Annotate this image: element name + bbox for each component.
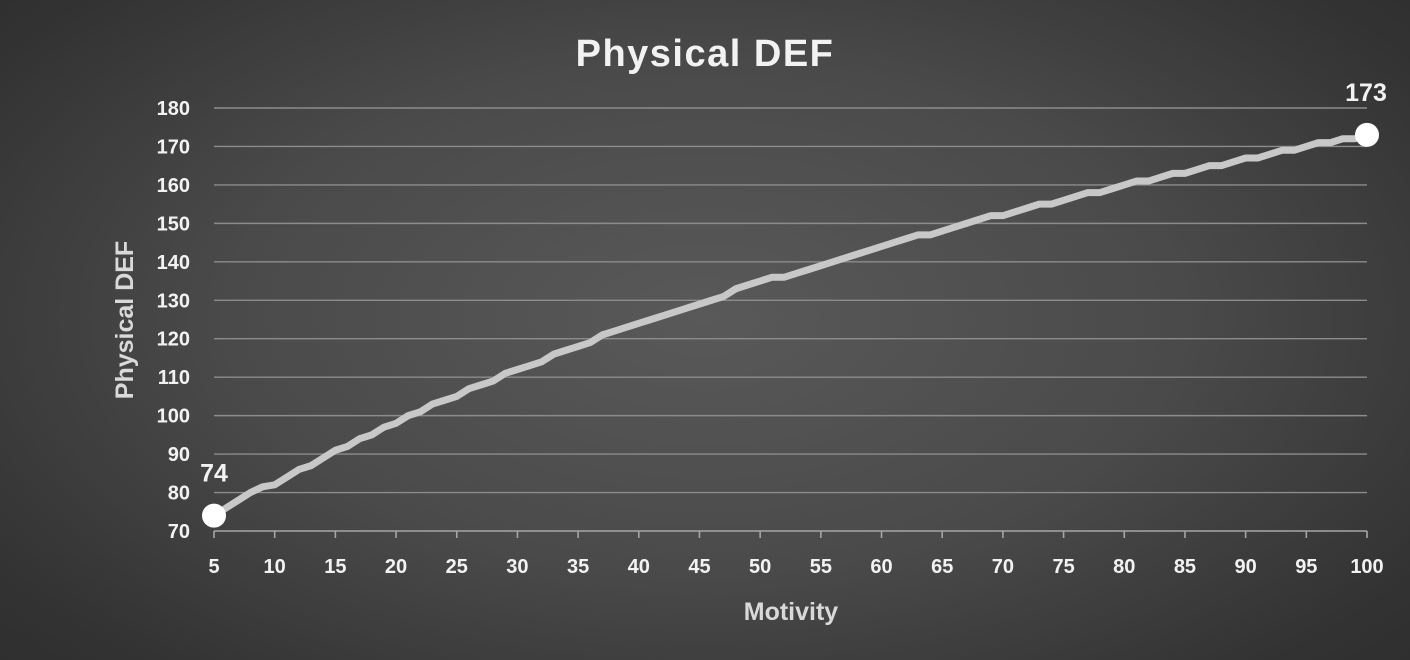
data-labels: 74 173 [200, 79, 1387, 488]
y-tick-label: 90 [168, 444, 190, 466]
x-tick-label: 50 [749, 556, 771, 578]
series-line [210, 131, 1371, 520]
x-tick-label: 85 [1174, 556, 1196, 578]
x-tick-label: 10 [264, 556, 286, 578]
x-tick-label: 75 [1052, 556, 1074, 578]
x-tick-label: 5 [208, 556, 219, 578]
y-tick-label: 100 [157, 406, 190, 428]
y-tick-label: 130 [157, 290, 190, 312]
y-tick-label: 80 [168, 483, 190, 505]
x-tick-label: 60 [870, 556, 892, 578]
x-tick-label: 100 [1350, 556, 1383, 578]
y-tick-label: 120 [157, 329, 190, 351]
y-axis-ticks: 70 80 90 100 110 120 130 140 150 160 170 180 [157, 98, 190, 543]
x-tick-label: 15 [324, 556, 346, 578]
x-tick-label: 70 [992, 556, 1014, 578]
y-tick-label: 170 [157, 136, 190, 158]
x-axis-title: Motivity [744, 598, 839, 626]
x-tick-label: 80 [1113, 556, 1135, 578]
x-tick-label: 35 [567, 556, 589, 578]
data-point-marker [1355, 122, 1379, 147]
gridlines [214, 107, 1367, 494]
x-tick-label: 90 [1235, 556, 1257, 578]
y-tick-label: 110 [158, 367, 190, 389]
y-tick-label: 180 [157, 98, 190, 120]
series-group [202, 122, 1379, 528]
x-tick-label: 40 [628, 556, 650, 578]
chart-title: Physical DEF [576, 33, 835, 75]
x-tick-label: 20 [385, 556, 407, 578]
y-tick-label: 160 [157, 175, 190, 197]
data-label: 173 [1345, 79, 1387, 107]
x-tick-label: 95 [1295, 556, 1317, 578]
x-axis-ticks: 5 10 15 20 25 30 35 40 45 50 55 60 65 70 75 80 85 90 95 100 [208, 531, 1384, 578]
x-tick-label: 55 [810, 556, 832, 578]
x-tick-label: 25 [446, 556, 468, 578]
x-tick-label: 30 [506, 556, 528, 578]
y-tick-label: 140 [157, 252, 190, 274]
data-label: 74 [200, 460, 228, 488]
x-tick-label: 45 [688, 556, 710, 578]
y-tick-label: 150 [157, 213, 190, 235]
y-axis-title: Physical DEF [111, 241, 139, 399]
x-tick-label: 65 [931, 556, 953, 578]
y-tick-label: 70 [168, 521, 190, 543]
data-point-marker [202, 503, 226, 528]
